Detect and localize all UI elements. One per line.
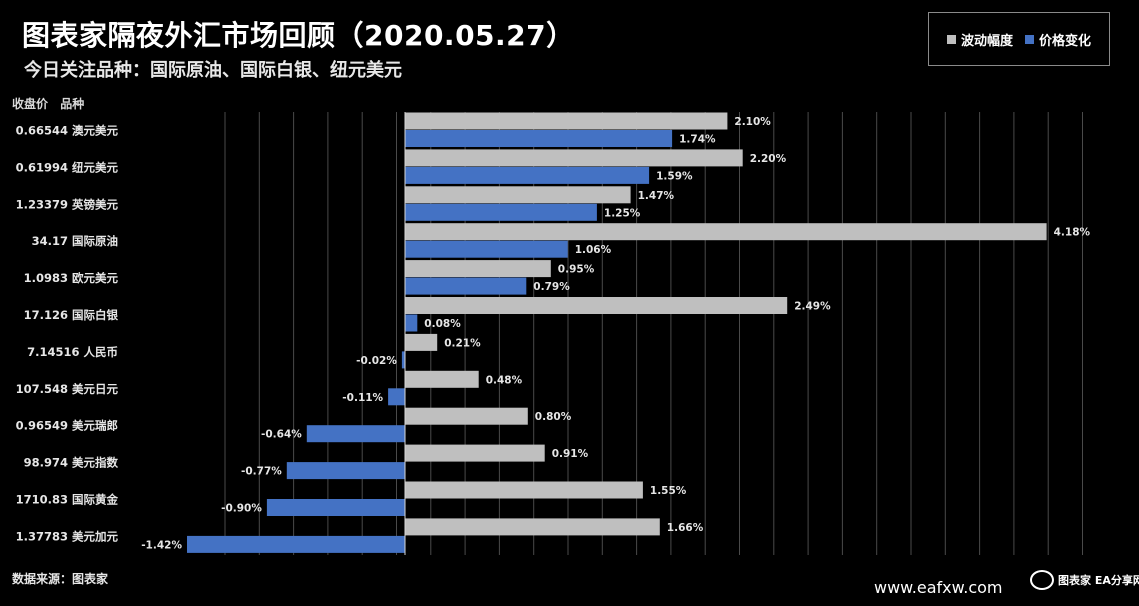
category-label: 1.0983 欧元美元 bbox=[24, 271, 119, 285]
price-change-value-label: 1.74% bbox=[679, 134, 716, 146]
volatility-value-label: 0.48% bbox=[486, 374, 523, 386]
price-change-bar bbox=[405, 130, 673, 147]
price-change-value-label: 1.06% bbox=[575, 244, 612, 256]
legend: 波动幅度 价格变化 bbox=[928, 12, 1110, 66]
volatility-bar bbox=[405, 333, 438, 351]
legend-label-volatility: 波动幅度 bbox=[960, 33, 1013, 49]
volatility-value-label: 2.49% bbox=[794, 301, 831, 313]
volatility-value-label: 0.80% bbox=[535, 411, 572, 423]
price-change-bar bbox=[306, 425, 405, 443]
logo-icon bbox=[1030, 570, 1054, 590]
logo-text: 图表家 EA分享网 bbox=[1058, 574, 1139, 587]
volatility-value-label: 1.55% bbox=[650, 485, 687, 497]
price-change-value-label: -0.77% bbox=[241, 466, 282, 478]
volatility-bar bbox=[405, 444, 545, 462]
price-change-bar bbox=[286, 462, 405, 480]
volatility-value-label: 0.91% bbox=[552, 448, 589, 460]
price-change-bar bbox=[405, 277, 527, 295]
category-label: 107.548 美元日元 bbox=[16, 382, 119, 396]
category-label: 98.974 美元指数 bbox=[24, 456, 119, 470]
category-label: 34.17 国际原油 bbox=[32, 234, 118, 248]
category-label: 17.126 国际白银 bbox=[24, 308, 119, 322]
column-header-close: 收盘价 bbox=[12, 97, 49, 111]
legend-item-volatility: 波动幅度 bbox=[946, 30, 1013, 49]
volatility-value-label: 1.66% bbox=[667, 522, 704, 534]
category-label: 7.14516 人民币 bbox=[27, 345, 118, 359]
gridlines bbox=[224, 112, 1083, 555]
chart-subtitle: 今日关注品种：国际原油、国际白银、纽元美元 bbox=[24, 60, 402, 81]
volatility-bar bbox=[405, 112, 728, 130]
price-change-bar bbox=[405, 314, 418, 332]
price-change-value-label: -0.11% bbox=[342, 392, 383, 404]
price-change-value-label: -0.90% bbox=[221, 503, 262, 515]
price-change-bar bbox=[405, 240, 568, 258]
price-change-value-label: 0.79% bbox=[533, 281, 570, 293]
volatility-bar bbox=[405, 481, 643, 499]
volatility-value-label: 2.20% bbox=[750, 153, 787, 165]
price-change-value-label: -0.02% bbox=[356, 355, 397, 367]
volatility-bar bbox=[405, 186, 631, 204]
category-label: 0.66544 澳元美元 bbox=[16, 123, 119, 137]
price-change-value-label: 0.08% bbox=[424, 318, 461, 330]
price-change-bar bbox=[266, 499, 405, 516]
price-change-value-label: 1.25% bbox=[604, 207, 641, 219]
legend-swatch-volatility bbox=[946, 34, 956, 44]
price-change-value-label: -0.64% bbox=[261, 429, 302, 441]
bars bbox=[187, 112, 1047, 553]
price-change-bar bbox=[187, 535, 405, 553]
column-headers: 收盘价 品种 bbox=[12, 95, 92, 112]
volatility-value-label: 0.95% bbox=[558, 264, 595, 276]
category-label: 1710.83 国际黄金 bbox=[16, 492, 119, 506]
price-change-bar bbox=[405, 203, 597, 221]
volatility-value-label: 0.21% bbox=[444, 337, 481, 349]
volatility-bar bbox=[405, 407, 528, 425]
price-change-bar bbox=[405, 166, 650, 184]
volatility-value-label: 1.47% bbox=[638, 190, 675, 202]
watermark: www.eafxw.com bbox=[874, 578, 1003, 597]
legend-label-price-change: 价格变化 bbox=[1039, 33, 1092, 49]
legend-item-price-change: 价格变化 bbox=[1025, 30, 1091, 49]
chart-title: 图表家隔夜外汇市场回顾（2020.05.27） bbox=[22, 19, 575, 52]
legend-swatch-price-change bbox=[1025, 34, 1034, 44]
logo: 图表家 EA分享网 bbox=[1030, 570, 1139, 590]
category-label: 1.23379 英镑美元 bbox=[16, 197, 119, 211]
category-label: 1.37783 美元加元 bbox=[16, 529, 119, 543]
price-change-bar bbox=[388, 388, 405, 406]
volatility-bar bbox=[405, 149, 743, 167]
category-label: 0.96549 美元瑞郎 bbox=[16, 419, 118, 433]
volatility-value-label: 4.18% bbox=[1054, 227, 1091, 239]
price-change-bar bbox=[401, 351, 405, 369]
volatility-bar bbox=[405, 370, 479, 388]
volatility-value-label: 2.10% bbox=[734, 116, 771, 128]
price-change-value-label: 1.59% bbox=[656, 170, 693, 182]
volatility-bar bbox=[405, 518, 660, 536]
volatility-bar bbox=[405, 223, 1047, 241]
data-source: 数据来源：图表家 bbox=[12, 572, 109, 586]
volatility-bar bbox=[405, 260, 551, 278]
column-header-name: 品种 bbox=[60, 97, 85, 111]
price-change-value-label: -1.42% bbox=[141, 539, 182, 551]
volatility-bar bbox=[405, 297, 788, 314]
category-label: 0.61994 纽元美元 bbox=[16, 160, 119, 174]
